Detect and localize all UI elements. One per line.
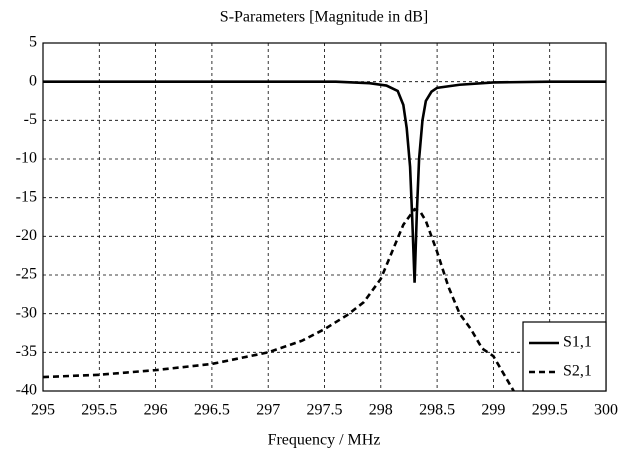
legend-label: S2,1 [563, 363, 592, 380]
x-tick-label: 295.5 [81, 402, 117, 419]
y-tick-label: -25 [16, 266, 37, 283]
series-line [43, 80, 606, 283]
x-tick-label: 296.5 [194, 402, 230, 419]
chart-title: S-Parameters [Magnitude in dB] [220, 9, 428, 26]
x-tick-label: 299.5 [532, 402, 568, 419]
x-tick-label: 295 [31, 402, 55, 419]
x-tick-label: 298.5 [419, 402, 455, 419]
y-tick-label: 5 [29, 34, 37, 51]
y-tick-label: -35 [16, 343, 37, 360]
y-tick-label: 0 [29, 72, 37, 89]
x-axis-label: Frequency / MHz [268, 432, 381, 449]
legend-label: S1,1 [563, 334, 592, 351]
x-tick-label: 300 [594, 402, 618, 419]
x-tick-label: 299 [481, 402, 505, 419]
y-tick-label: -5 [24, 111, 37, 128]
y-tick-label: -30 [16, 304, 37, 321]
y-tick-label: -40 [16, 382, 37, 399]
plot-frame [42, 42, 607, 392]
x-tick-label: 297.5 [307, 402, 343, 419]
y-tick-label: -10 [16, 150, 37, 167]
y-tick-label: -20 [16, 227, 37, 244]
legend-box [522, 321, 607, 392]
y-tick-label: -15 [16, 188, 37, 205]
x-tick-label: 297 [256, 402, 280, 419]
x-tick-label: 298 [369, 402, 393, 419]
x-tick-label: 296 [144, 402, 168, 419]
series-line [43, 207, 515, 391]
